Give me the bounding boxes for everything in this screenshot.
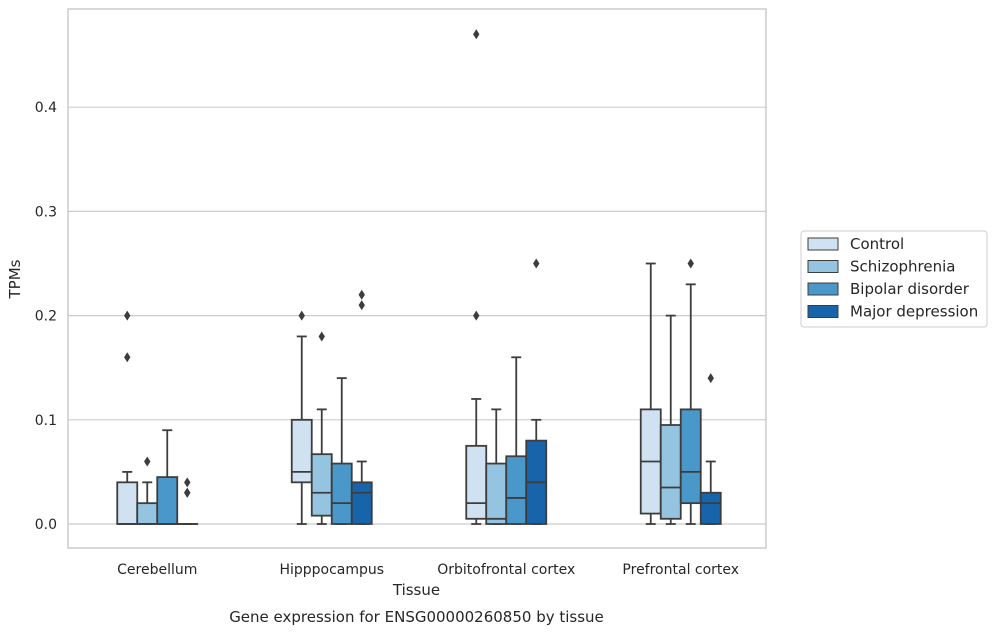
legend-label: Schizophrenia <box>850 258 955 276</box>
x-tick-labels: Cerebellum Hipppocampus Orbitofrontal cort… <box>117 562 739 578</box>
box-major-depression <box>525 258 548 525</box>
box-body <box>679 408 702 505</box>
outlier-point <box>687 258 694 269</box>
x-tick-label: Hipppocampus <box>279 562 384 578</box>
legend-label: Control <box>850 235 904 253</box>
box-body <box>659 424 682 520</box>
plot-frame <box>67 8 767 549</box>
box-body <box>330 462 353 525</box>
outlier-point <box>184 487 191 498</box>
x-tick-label: Prefrontal cortex <box>622 562 739 578</box>
outlier-point <box>473 310 480 321</box>
box-bipolar-disorder <box>330 377 353 525</box>
y-tick-label: 0.0 <box>35 517 57 533</box>
legend-label: Major depression <box>850 303 978 321</box>
outlier-point <box>473 29 480 40</box>
y-tick-label: 0.4 <box>35 100 57 116</box>
box-bipolar-disorder <box>505 356 528 525</box>
y-axis-label: TPMs <box>6 259 24 299</box>
box-body <box>136 502 159 525</box>
legend-swatch <box>807 305 839 318</box>
box-body <box>116 481 139 525</box>
legend-swatch <box>807 260 839 273</box>
x-axis-label: Tissue <box>392 581 440 599</box>
y-tick-label: 0.1 <box>35 413 57 429</box>
outlier-point <box>124 352 131 363</box>
chart-caption: Gene expression for ENSG00000260850 by t… <box>229 608 604 626</box>
box-body <box>290 418 313 484</box>
legend-swatch <box>807 237 839 251</box>
legend-frame <box>800 230 988 328</box>
box-body <box>310 453 333 517</box>
box-bipolar-disorder <box>679 258 702 525</box>
box-body <box>505 455 528 525</box>
box-plots <box>116 29 722 525</box>
y-tick-labels: 0.0 0.1 0.2 0.3 0.4 <box>35 100 57 533</box>
box-body <box>156 476 179 525</box>
box-body <box>699 491 722 525</box>
box-schizophrenia <box>659 314 682 525</box>
outlier-point <box>533 258 540 269</box>
legend-swatch <box>807 282 839 296</box>
legend: Control Schizophrenia Bipolar disorder Majo… <box>800 230 988 328</box>
outlier-point <box>358 300 365 311</box>
outlier-point <box>318 331 325 342</box>
box-schizophrenia <box>310 331 333 525</box>
box-major-depression <box>699 373 722 525</box>
box-body <box>485 462 508 525</box>
y-tick-label: 0.3 <box>35 204 57 220</box>
outlier-point <box>184 477 191 488</box>
x-tick-label: Orbitofrontal cortex <box>437 562 575 578</box>
box-control <box>639 262 662 525</box>
box-control <box>290 310 313 525</box>
box-bipolar-disorder <box>156 429 179 525</box>
box-schizophrenia <box>485 408 508 525</box>
y-tick-label: 0.2 <box>35 309 57 325</box>
outlier-point <box>144 456 151 467</box>
box-major-depression <box>176 477 199 525</box>
outlier-point <box>298 310 305 321</box>
outlier-point <box>358 289 365 300</box>
box-body <box>465 444 488 520</box>
box-body <box>350 481 373 525</box>
legend-label: Bipolar disorder <box>850 280 970 298</box>
box-major-depression <box>350 289 373 525</box>
outlier-point <box>707 373 714 384</box>
outlier-point <box>124 310 131 321</box>
x-tick-label: Cerebellum <box>117 562 197 578</box>
